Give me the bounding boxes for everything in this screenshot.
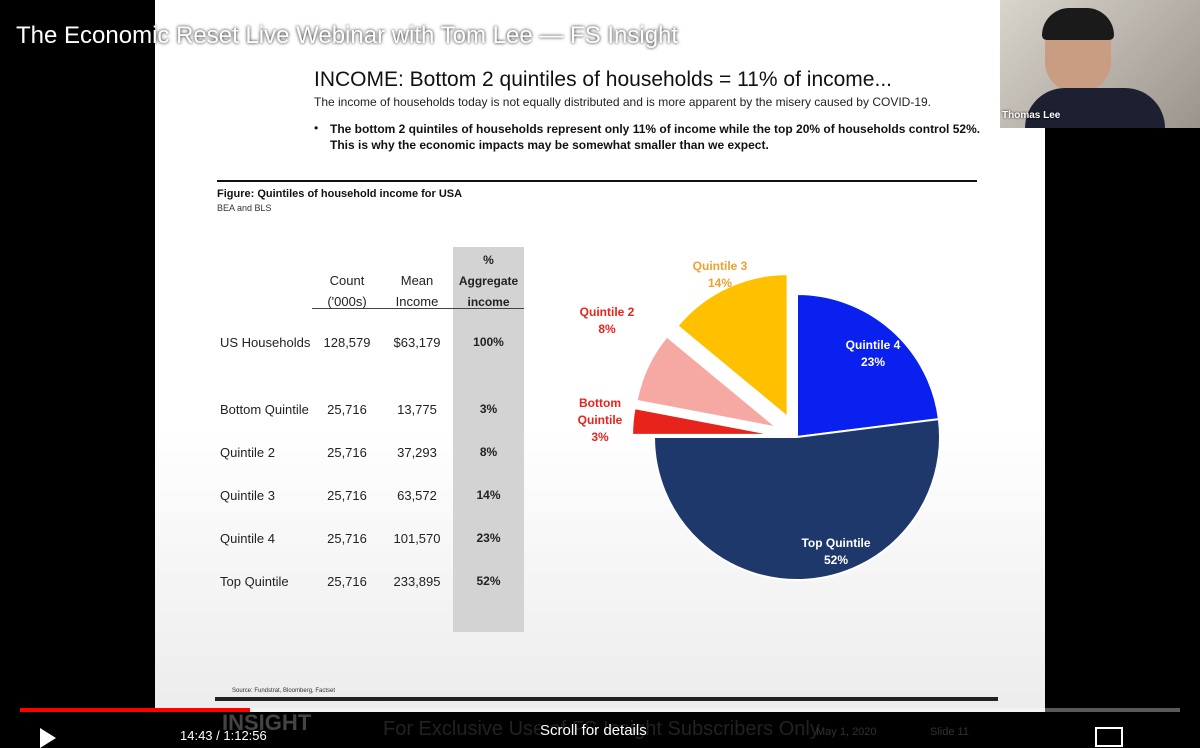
pie-slice	[635, 335, 778, 429]
table-cell: 128,579	[323, 335, 371, 350]
table-cell: 37,293	[397, 445, 437, 460]
footer-notice: For Exclusive Use of FS Insight Subscrib…	[383, 718, 820, 740]
column-header: Mean Income	[395, 273, 439, 309]
bullet: The bottom 2 quintiles of households rep…	[330, 122, 981, 152]
table-cell: 3%	[479, 402, 498, 416]
hair	[1042, 8, 1114, 40]
row-label: Quintile 3	[220, 488, 275, 503]
table-cell: 23%	[476, 531, 501, 545]
row-label: Quintile 2	[220, 445, 275, 460]
play-button[interactable]	[40, 728, 56, 748]
row-label: Top Quintile	[220, 574, 289, 589]
miniplayer-button[interactable]	[1095, 727, 1123, 747]
footer-logo: INSIGHT	[222, 710, 312, 735]
pie-label: Top Quintile 52%	[781, 535, 891, 569]
table-cell: 101,570	[393, 531, 441, 546]
header-rule	[312, 308, 524, 309]
pie-category: Quintile 2	[579, 305, 635, 319]
pie-label: Quintile 3 14%	[665, 258, 775, 292]
table-cell: 25,716	[327, 402, 367, 417]
row-label: US Households	[220, 335, 311, 350]
table-cell: 14%	[476, 488, 501, 502]
pie-category: Top Quintile	[801, 536, 871, 550]
column-header: Count ('000s)	[327, 273, 367, 309]
table-cell: 25,716	[327, 488, 367, 503]
pie-value-label: 23%	[860, 355, 886, 369]
table-cell: 25,716	[327, 445, 367, 460]
presenter-name: Thomas Lee	[1002, 110, 1061, 121]
pie-slice	[631, 406, 776, 436]
table-cell: 100%	[473, 335, 504, 349]
bullet-dot: •	[314, 121, 319, 135]
video-title: The Economic Reset Live Webinar with Tom…	[16, 22, 679, 49]
webcam: Thomas Lee	[1000, 0, 1200, 128]
footer-rule	[215, 697, 998, 701]
pie-label: Quintile 2 8%	[552, 304, 662, 338]
table-cell: 8%	[479, 445, 498, 459]
column-header: % Aggregate income	[458, 253, 519, 309]
table-cell: 13,775	[397, 402, 437, 417]
progress-played	[20, 708, 250, 712]
pie-category: Quintile 4	[845, 338, 901, 352]
suit	[1025, 88, 1165, 128]
pie-value-label: 8%	[598, 322, 616, 336]
slide-heading: INCOME: Bottom 2 quintiles of households…	[314, 68, 892, 91]
table-cell: 233,895	[393, 574, 441, 589]
progress-track[interactable]	[20, 708, 1180, 712]
table-cell: 52%	[476, 574, 501, 588]
pie-value-label: 52%	[823, 553, 849, 567]
pie-slice	[652, 417, 941, 581]
footer-date: May 1, 2020	[816, 726, 877, 738]
source: Source: Fundstrat, Bloomberg, Factset	[232, 688, 336, 694]
table-cell: 25,716	[327, 574, 367, 589]
row-label: Quintile 4	[220, 531, 275, 546]
footer-slide: Slide 11	[930, 726, 969, 738]
row-label: Bottom Quintile	[220, 402, 309, 417]
slide-subheading: The income of households today is not eq…	[314, 95, 931, 109]
pie-slice	[676, 273, 789, 420]
time-display: 14:43 / 1:12:56	[180, 728, 267, 743]
pie-label: Bottom Quintile 3%	[575, 395, 625, 446]
divider	[217, 180, 977, 182]
pie-category: Quintile 3	[692, 259, 748, 273]
figure-title: Figure: Quintiles of household income fo…	[217, 188, 463, 200]
pie-value-label: 14%	[707, 276, 733, 290]
table-cell: 63,572	[397, 488, 437, 503]
pie-value-label: 3%	[591, 430, 609, 444]
scroll-hint[interactable]: Scroll for details	[540, 722, 647, 739]
pie-label: Quintile 4 23%	[818, 337, 928, 371]
pie-category: Bottom Quintile	[577, 396, 623, 427]
table-cell: $63,179	[393, 335, 441, 350]
table-cell: 25,716	[327, 531, 367, 546]
pie-slice	[796, 292, 940, 439]
figure-subtitle: BEA and BLS	[217, 203, 272, 213]
highlight-column	[453, 247, 524, 632]
